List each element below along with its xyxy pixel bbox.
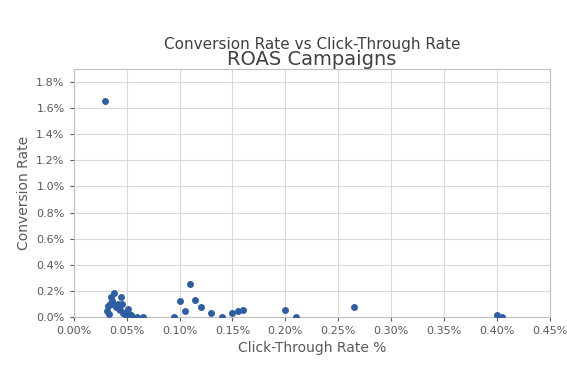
Point [103, 303, 112, 309]
Point [101, 98, 110, 104]
Point [170, 313, 179, 320]
Point [228, 310, 237, 316]
Point [133, 313, 142, 320]
Point [105, 300, 114, 306]
Point [111, 302, 120, 308]
Point [116, 307, 125, 313]
Point [350, 304, 359, 310]
Point [239, 307, 248, 313]
Point [109, 290, 119, 296]
Point [233, 308, 242, 315]
Point [180, 308, 189, 315]
Point [196, 304, 205, 310]
Point [126, 312, 136, 318]
Title: ROAS Campaigns: ROAS Campaigns [227, 51, 396, 69]
Point [112, 304, 121, 310]
Point [185, 281, 194, 287]
Text: Conversion Rate vs Click-Through Rate: Conversion Rate vs Click-Through Rate [164, 37, 460, 52]
Point [191, 296, 200, 303]
Point [121, 312, 130, 318]
Point [122, 308, 131, 315]
Point [107, 298, 116, 304]
Point [119, 310, 128, 316]
Point [493, 312, 502, 318]
Point [124, 311, 133, 317]
Point [128, 313, 137, 320]
Point [175, 298, 184, 304]
Point [281, 307, 290, 313]
Point [291, 313, 301, 320]
Point [117, 294, 126, 300]
Point [118, 300, 127, 306]
Point [498, 313, 507, 320]
Point [115, 306, 124, 312]
Point [120, 311, 129, 317]
Point [108, 300, 117, 306]
Point [217, 313, 226, 320]
Point [106, 294, 115, 300]
Y-axis label: Conversion Rate: Conversion Rate [17, 136, 31, 250]
Point [104, 311, 113, 317]
Point [207, 310, 216, 316]
Point [113, 303, 122, 309]
Point [138, 313, 147, 320]
Point [123, 306, 132, 312]
Point [113, 300, 122, 306]
Point [102, 308, 111, 315]
X-axis label: Click-Through Rate %: Click-Through Rate % [238, 341, 386, 355]
